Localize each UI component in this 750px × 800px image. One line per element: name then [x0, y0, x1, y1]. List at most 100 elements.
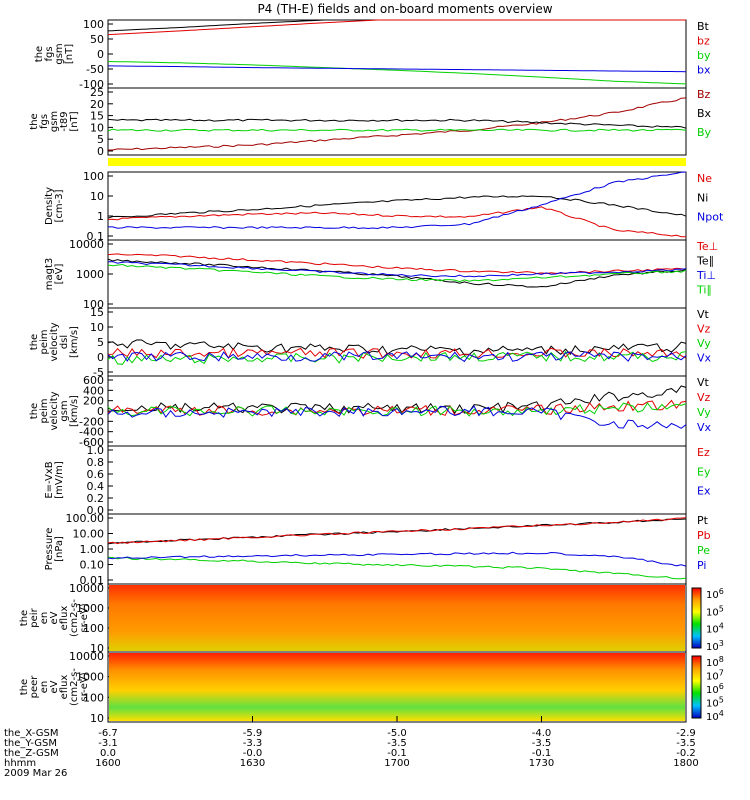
y-axis-label-line: [km/s]	[69, 326, 80, 358]
y-tick-label: -5	[93, 366, 104, 379]
y-tick-label: -200	[79, 415, 104, 428]
y-tick-label: 15	[90, 306, 104, 319]
y-axis-label: magt3 [eV]	[44, 258, 65, 291]
y-axis-label: the fgs gsm [nT]	[34, 43, 75, 64]
y-axis-label-line: [nPa]	[54, 536, 65, 562]
legend-entry: Ti∥	[696, 284, 712, 297]
y-tick-label: 5	[97, 133, 104, 146]
y-tick-label: 1	[97, 210, 104, 223]
x-row-label: hhmm	[4, 758, 36, 769]
y-axis-label: the fgs gsm -t89 [nT]	[29, 111, 80, 132]
legend-entry: Ez	[697, 446, 710, 459]
y-tick-label: 0.10	[80, 559, 105, 572]
y-axis-label: the peim velocity gsm [km/s]	[29, 391, 80, 430]
legend-entry: Vz	[697, 391, 711, 404]
y-axis-label: the peer en eV eflux (cm2-s-sr-eV)	[19, 668, 90, 706]
y-tick-label: 20	[90, 98, 104, 111]
series-line-Vz	[107, 347, 687, 360]
y-axis-label-line: [km/s]	[69, 395, 80, 427]
y-axis-label-line: the	[19, 610, 30, 626]
plot-title: P4 (TH-E) fields and on-board moments ov…	[257, 2, 552, 16]
legend-entry: Vt	[697, 376, 710, 389]
x-row-value: 1800	[673, 758, 698, 769]
y-axis-label-line: peer	[29, 675, 40, 699]
colorbar-tick-label: 105	[706, 696, 724, 710]
x-row-value: 1700	[384, 758, 409, 769]
panel-7: 1.00.80.60.40.20.0 E=-VxB [mV/m] Ez Ey Ex	[44, 444, 711, 517]
y-axis-label-line: eflux	[59, 675, 70, 700]
legend-entry: Bx	[697, 107, 712, 120]
y-tick-label: 1000	[76, 602, 104, 615]
x-row-label: the_Y-GSM	[4, 738, 57, 749]
y-tick-label: 100	[83, 298, 104, 311]
y-axis-label-line: the	[29, 113, 40, 129]
legend-entry: Pt	[697, 514, 709, 527]
y-axis-label-line: peim	[39, 398, 50, 423]
y-tick-label: 0.8	[87, 456, 105, 469]
legend-entry: Ex	[697, 485, 711, 498]
y-axis-label-line: the	[19, 679, 30, 695]
y-tick-label: 10.00	[73, 528, 105, 541]
y-axis-label-line: [nT]	[64, 44, 75, 64]
colorbar	[691, 587, 702, 649]
series-line-Te⊥	[107, 253, 687, 275]
y-axis-label-line: gsm	[59, 400, 70, 421]
panel-frame	[107, 445, 687, 515]
y-tick-label: -100	[79, 78, 104, 91]
x-row-value: -2.9	[676, 728, 696, 739]
y-tick-label: 100	[83, 18, 104, 31]
x-row-value: -3.5	[387, 738, 407, 749]
legend-entry: Te∥	[696, 255, 714, 268]
y-axis-label: E=-VxB [mV/m]	[44, 461, 65, 499]
legend-entry: Vy	[697, 406, 711, 419]
y-tick-label: 25	[90, 86, 104, 99]
series-line-Vt	[107, 339, 687, 356]
y-axis-label-line: [mV/m]	[54, 461, 65, 499]
y-axis-label: the peim velocity dsl [km/s]	[29, 322, 80, 361]
y-axis-label-line: E=-VxB	[44, 461, 55, 498]
colorbar-tick-label: 108	[706, 655, 724, 669]
y-tick-label: 10	[90, 712, 104, 725]
colorbar-tick-label: 107	[706, 669, 724, 683]
series-line-Ne	[107, 206, 686, 238]
x-row-value: -3.5	[676, 738, 696, 749]
x-row-value: -3.1	[98, 738, 118, 749]
y-tick-label: 0.6	[87, 468, 105, 481]
x-row-value: -0.1	[387, 748, 407, 759]
x-row-value: 0.0	[100, 748, 116, 759]
colorbar-tick-label: 103	[706, 639, 724, 653]
series-line-Pb	[107, 517, 687, 545]
y-axis-label-line: -t89	[59, 111, 70, 131]
y-tick-label: 1000	[76, 671, 104, 684]
x-row-value: -3.5	[532, 738, 552, 749]
y-tick-label: 600	[83, 374, 104, 387]
spectrogram	[109, 585, 685, 651]
series-line-Vx	[107, 405, 687, 430]
y-tick-label: 100	[83, 691, 104, 704]
y-axis-label-line: dsl	[59, 335, 70, 349]
y-tick-label: 0.1	[87, 230, 105, 243]
x-row-label: the_Z-GSM	[4, 748, 59, 759]
y-tick-label: 100.00	[66, 512, 105, 525]
y-tick-label: 1000	[76, 268, 104, 281]
spectrogram	[109, 653, 685, 721]
x-row-value: -0.2	[676, 748, 696, 759]
legend-entry: Ne	[697, 172, 712, 185]
series-line-Ti∥	[107, 263, 687, 283]
yellow-bar	[108, 158, 686, 166]
colorbar-tick-label: 104	[706, 709, 724, 723]
legend-entry: by	[697, 49, 711, 62]
y-tick-label: 10	[90, 121, 104, 134]
colorbar-tick-label: 104	[706, 622, 724, 636]
y-axis-label-line: eV	[49, 611, 60, 624]
x-axis-footer: the_X-GSM -6.7 -5.9 -5.0 -4.0 -2.9 the_Y-GSM -3…	[4, 716, 699, 779]
y-tick-label: 10	[90, 642, 104, 655]
y-axis-label-line: gsm	[54, 43, 65, 64]
legend-entry: bz	[697, 35, 710, 48]
legend-entry: Vx	[697, 352, 712, 365]
y-tick-label: 10	[90, 321, 104, 334]
